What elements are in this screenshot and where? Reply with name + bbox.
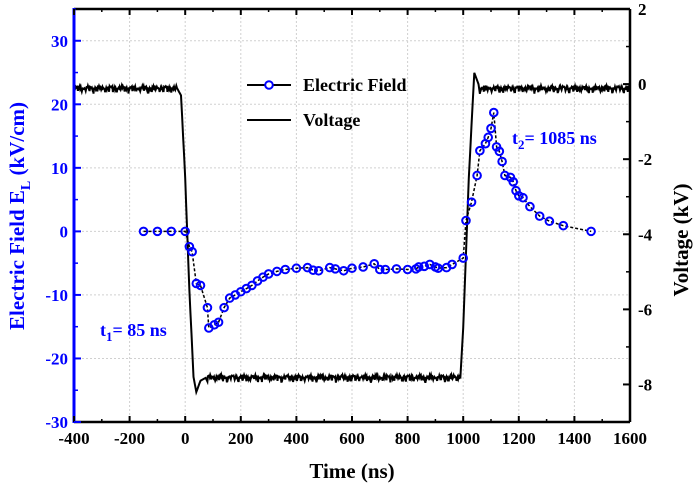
x-tick-label: -200 [114, 429, 145, 448]
electric-field-point [558, 220, 569, 231]
annotation-t2-label: t [512, 128, 518, 148]
electric-field-point [187, 246, 197, 257]
electric-field-point [263, 269, 274, 279]
electric-field-point [486, 123, 496, 134]
y-right-tick-label: 2 [638, 0, 647, 19]
electric-field-point [525, 201, 535, 212]
electric-field-point [369, 258, 380, 269]
x-tick-label: 1600 [613, 429, 647, 448]
electric-field-point [138, 226, 149, 237]
annotation-t2: t2= 1085 ns [512, 128, 597, 152]
electric-field-point [544, 216, 555, 227]
electric-field-point [308, 265, 318, 275]
x-tick-label: -400 [58, 429, 89, 448]
y-left-title-sub: L [19, 181, 34, 190]
electric-field-point [461, 215, 471, 226]
x-tick-label: 0 [181, 429, 190, 448]
y-left-title-main: Electric Field E [5, 190, 29, 330]
electric-field-point [338, 265, 349, 276]
electric-field-point [391, 264, 402, 274]
electric-field-point [500, 170, 510, 181]
electric-field-point [475, 145, 485, 156]
y-left-tick-label: -10 [45, 286, 68, 305]
y-right-tick-label: -6 [638, 300, 652, 319]
electric-field-point [152, 226, 163, 237]
electric-field-point [324, 262, 335, 273]
y-left-tick-label: 20 [51, 95, 68, 114]
y-right-tick-label: -2 [638, 150, 652, 169]
annotation-t1: t1= 85 ns [100, 320, 167, 344]
electric-field-point [488, 107, 499, 118]
legend: Electric Field Voltage [247, 75, 406, 130]
electric-field-point [219, 302, 229, 313]
y-left-tick-label: -30 [45, 413, 68, 432]
y-right-tick-label: -8 [638, 375, 652, 394]
electric-field-point [447, 259, 457, 270]
legend-voltage-label: Voltage [303, 110, 360, 130]
annotation-t2-sub: 2 [518, 137, 525, 152]
electric-field-point [347, 263, 357, 274]
electric-field-line [143, 112, 592, 330]
electric-field-point [195, 280, 206, 291]
electric-field-point [313, 265, 324, 276]
legend-electric-field-label: Electric Field [303, 75, 406, 95]
x-tick-label: 200 [228, 429, 254, 448]
electric-field-point [202, 302, 213, 313]
y-left-tick-label: -20 [45, 349, 68, 368]
ticks: -400 -200 0 200 400 600 800 1000 1200 1400 1600-30… [45, 0, 652, 448]
y-axis-title-left: Electric Field EL (kV/cm) [5, 102, 34, 330]
electric-field-point [166, 226, 177, 237]
electric-field-point [180, 226, 190, 237]
grid [74, 9, 630, 422]
electric-field-point [497, 156, 507, 167]
electric-field-point [213, 317, 224, 328]
annotation-t1-value: = 85 ns [113, 320, 167, 340]
annotations: t1= 85 ns t2= 1085 ns [100, 128, 597, 344]
electric-field-point [272, 266, 282, 277]
electric-field-point [494, 146, 505, 157]
x-tick-label: 1200 [502, 429, 536, 448]
x-axis-title: Time (ns) [309, 459, 394, 483]
y-right-tick-label: 0 [638, 75, 647, 94]
electric-field-point [518, 192, 528, 203]
electric-field-series [138, 107, 596, 333]
annotation-t2-value: = 1085 ns [525, 128, 597, 148]
y-right-tick-label: -4 [638, 225, 653, 244]
voltage-series [73, 72, 631, 396]
y-left-tick-label: 10 [51, 159, 68, 178]
electric-field-point [358, 262, 368, 272]
x-tick-label: 800 [395, 429, 421, 448]
electric-field-point [466, 197, 477, 207]
electric-field-point [472, 170, 482, 181]
voltage-line [73, 72, 631, 396]
y-left-tick-label: 30 [51, 32, 68, 51]
electric-field-point [534, 211, 545, 221]
electric-field-point [483, 132, 494, 143]
electric-field-point [413, 262, 424, 272]
electric-field-point [375, 264, 385, 275]
y-axis-title-right: Voltage (kV) [669, 184, 693, 297]
y-left-title-unit: (kV/cm) [5, 102, 29, 181]
annotation-t1-label: t [100, 320, 106, 340]
legend-electric-field-marker [264, 80, 274, 90]
electric-field-point [330, 264, 341, 274]
y-left-tick-label: 0 [60, 222, 69, 241]
electric-field-point [508, 177, 519, 187]
electric-field-point [380, 264, 391, 275]
electric-field-point [280, 264, 291, 275]
electric-field-point [458, 253, 469, 263]
x-tick-label: 400 [284, 429, 310, 448]
x-tick-label: 600 [339, 429, 365, 448]
electric-field-point [291, 263, 302, 274]
electric-field-point [586, 226, 596, 237]
x-tick-label: 1400 [557, 429, 591, 448]
electric-field-point [419, 261, 430, 272]
x-tick-label: 1000 [446, 429, 480, 448]
annotation-t1-sub: 1 [106, 329, 113, 344]
